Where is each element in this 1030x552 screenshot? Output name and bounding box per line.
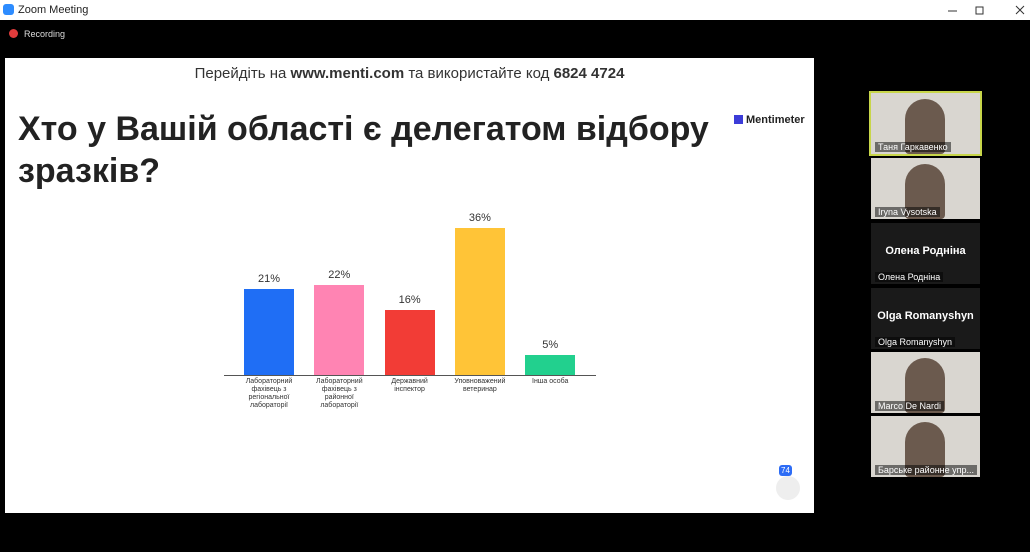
participant-tile: Marco De Nardi xyxy=(871,352,980,413)
title-bar: Zoom Meeting xyxy=(0,0,1030,20)
value-label: 16% xyxy=(398,293,421,306)
instruction-text: Перейдіть на xyxy=(194,65,287,82)
category-label: Лабораторний фахівець з регіональної лаб… xyxy=(245,378,293,409)
site: www.menti.com xyxy=(290,65,405,82)
participant-tile: Olga Romanyshyn Olga Romanyshyn xyxy=(871,288,980,349)
app-icon xyxy=(3,4,14,15)
recording-icon xyxy=(9,29,18,38)
slide: Перейдіть на www.menti.com та використай… xyxy=(5,58,814,513)
value-label: 5% xyxy=(542,338,559,351)
brand: Mentimeter xyxy=(746,114,805,126)
value-label: 22% xyxy=(328,269,351,282)
value-label: 36% xyxy=(468,212,491,225)
code: 6824 4724 xyxy=(553,65,625,82)
bar xyxy=(384,309,435,375)
instruction-text: та використайте код xyxy=(408,65,550,82)
participant-tile: Таня Гаркавенко xyxy=(869,91,982,156)
participant-name: Таня Гаркавенко xyxy=(875,142,951,152)
participant-name: Олена Родніна xyxy=(875,272,944,282)
bar xyxy=(525,354,576,375)
instruction: Перейдіть на www.menti.com та використай… xyxy=(5,65,814,82)
value-label: 21% xyxy=(257,273,281,286)
window-title: Zoom Meeting xyxy=(18,4,89,16)
participant-name: Olga Romanyshyn xyxy=(875,337,956,347)
participant-tile: Олена Родніна Олена Родніна xyxy=(871,223,980,284)
participant-name-large: Olga Romanyshyn xyxy=(877,310,974,322)
participant-name: Marco De Nardi xyxy=(875,401,945,411)
category-label: Уповноважений ветеринар xyxy=(454,378,506,393)
responses-button[interactable] xyxy=(776,476,800,500)
participant-name-large: Олена Родніна xyxy=(885,245,966,257)
response-count: 74 xyxy=(779,465,792,476)
participant-name: Iryna Vysotska xyxy=(875,207,940,217)
bar xyxy=(244,289,294,375)
chart: 21% Лабораторний фахівець з регіональної … xyxy=(5,58,814,513)
bar xyxy=(314,285,365,375)
participant-tile: Iryna Vysotska xyxy=(871,158,980,219)
category-label: Державний інспектор xyxy=(391,378,428,393)
bar xyxy=(454,228,505,375)
recording-label[interactable]: Recording xyxy=(24,29,66,39)
category-label: Інша особа xyxy=(532,378,569,385)
participant-tile: Барське районне упр... xyxy=(871,416,980,477)
brand-logo xyxy=(734,115,743,124)
question-title: Хто у Вашій області є делегатом відбору … xyxy=(18,110,709,190)
baseline xyxy=(224,375,596,376)
category-label: Лабораторний фахівець з районної лаборат… xyxy=(315,378,363,409)
window-controls[interactable] xyxy=(940,0,1030,20)
participant-name: Барське районне упр... xyxy=(875,465,978,475)
